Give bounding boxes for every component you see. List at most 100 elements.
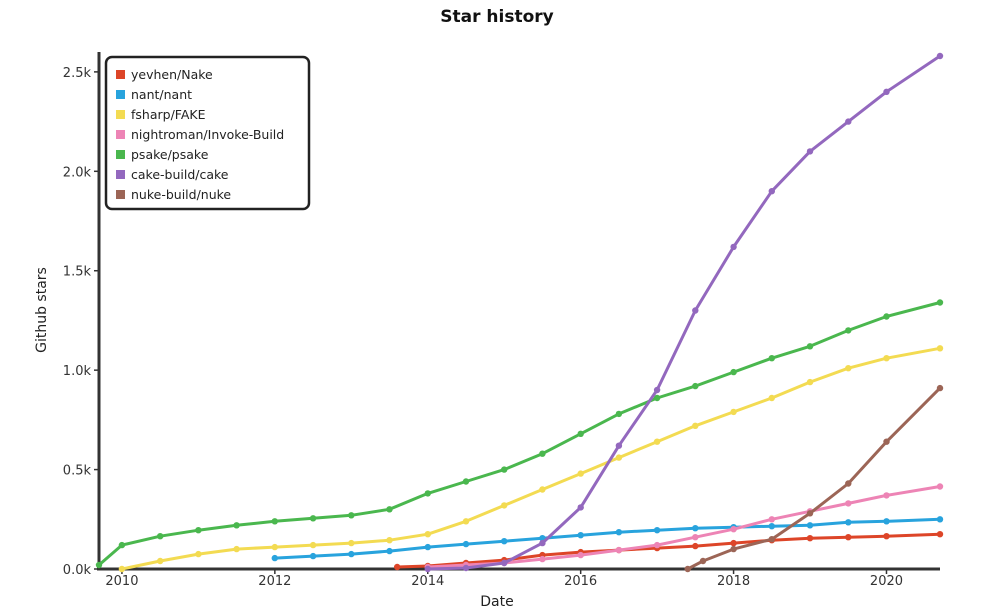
legend-item: fsharp/FAKE	[116, 107, 206, 122]
data-point	[806, 148, 814, 155]
data-point	[615, 442, 623, 449]
data-point	[462, 564, 470, 572]
data-point	[936, 52, 944, 60]
data-point	[699, 557, 707, 565]
data-point	[936, 345, 944, 352]
y-tick-label: 2.5k	[63, 66, 92, 81]
data-point	[118, 541, 126, 549]
data-point	[806, 522, 814, 529]
series-fsharp-fake	[118, 345, 944, 573]
data-point	[157, 533, 164, 540]
data-point	[501, 502, 508, 509]
data-point	[883, 492, 890, 499]
data-point	[845, 534, 852, 541]
data-point	[653, 386, 661, 394]
data-point	[233, 545, 240, 553]
chart-title: Star history	[440, 7, 553, 27]
data-point	[806, 343, 814, 350]
data-point	[501, 466, 508, 473]
data-point	[692, 542, 699, 550]
data-point	[883, 533, 890, 540]
data-point	[424, 565, 431, 573]
data-point	[730, 539, 737, 547]
data-point	[845, 118, 852, 125]
series-line	[395, 532, 942, 569]
data-point	[271, 543, 278, 551]
data-point	[501, 559, 508, 567]
data-point	[730, 526, 737, 533]
data-point	[577, 430, 584, 437]
y-tick-label: 1.5k	[63, 265, 92, 280]
series-nightroman-invoke-build	[424, 483, 944, 571]
data-point	[118, 565, 126, 573]
data-point	[768, 536, 775, 543]
legend-item: yevhen/Nake	[116, 67, 213, 82]
data-point	[883, 88, 890, 96]
x-axis-ticks: 2010 2012 2014 2016 2018 2020	[105, 569, 903, 589]
data-point	[730, 408, 737, 416]
y-axis-ticks: 0.0k 0.5k 1.0k 1.5k 2.0k 2.5k	[63, 66, 99, 578]
legend-label: nant/nant	[131, 87, 192, 102]
data-point	[462, 518, 470, 525]
data-point	[936, 299, 944, 306]
legend: yevhen/Nake nant/nant fsharp/FAKE nightroma…	[104, 55, 311, 211]
data-point	[768, 523, 775, 530]
legend-item: cake-build/cake	[116, 167, 229, 182]
data-point	[692, 422, 699, 429]
data-point	[684, 565, 691, 573]
series-line	[273, 517, 942, 560]
data-point	[730, 243, 737, 251]
data-point	[936, 483, 944, 490]
data-point	[883, 518, 890, 525]
x-tick-label: 2014	[411, 574, 444, 589]
data-point	[936, 516, 944, 523]
series-layer	[95, 52, 944, 573]
series-line	[686, 386, 942, 571]
data-point	[539, 539, 546, 547]
data-point	[883, 313, 890, 320]
data-point	[730, 545, 737, 553]
y-tick-label: 0.0k	[63, 563, 92, 578]
data-point	[424, 490, 431, 497]
x-axis-label: Date	[480, 594, 513, 610]
legend-item: nuke-build/nuke	[116, 187, 231, 202]
legend-box	[104, 55, 311, 211]
series-line	[120, 346, 942, 571]
data-point	[730, 368, 737, 376]
data-point	[233, 522, 240, 529]
series-psake-psake	[95, 299, 944, 569]
data-point	[692, 525, 699, 532]
data-point	[348, 539, 355, 547]
legend-label: nuke-build/nuke	[131, 187, 231, 202]
data-point	[768, 355, 775, 362]
data-point	[806, 378, 814, 386]
data-point	[936, 531, 944, 538]
data-point	[577, 470, 584, 477]
data-point	[615, 410, 623, 418]
data-point	[348, 512, 355, 519]
data-point	[394, 563, 401, 571]
data-point	[615, 454, 623, 461]
data-point	[653, 541, 661, 549]
x-tick-label: 2020	[870, 574, 903, 589]
data-point	[768, 394, 775, 402]
data-point	[424, 543, 431, 551]
data-point	[424, 531, 431, 538]
data-point	[653, 394, 661, 402]
x-tick-label: 2018	[717, 574, 750, 589]
data-point	[95, 561, 103, 569]
data-point	[157, 557, 164, 565]
data-point	[386, 547, 393, 555]
data-point	[845, 365, 852, 372]
series-nant-nant	[271, 516, 944, 562]
data-point	[577, 551, 584, 559]
series-line	[426, 54, 942, 571]
legend-item: nant/nant	[116, 87, 192, 102]
data-point	[501, 538, 508, 545]
series-line	[426, 485, 942, 569]
data-point	[539, 450, 546, 457]
data-point	[271, 518, 278, 525]
legend-item: nightroman/Invoke-Build	[116, 127, 284, 142]
data-point	[768, 188, 775, 195]
data-point	[348, 550, 355, 558]
